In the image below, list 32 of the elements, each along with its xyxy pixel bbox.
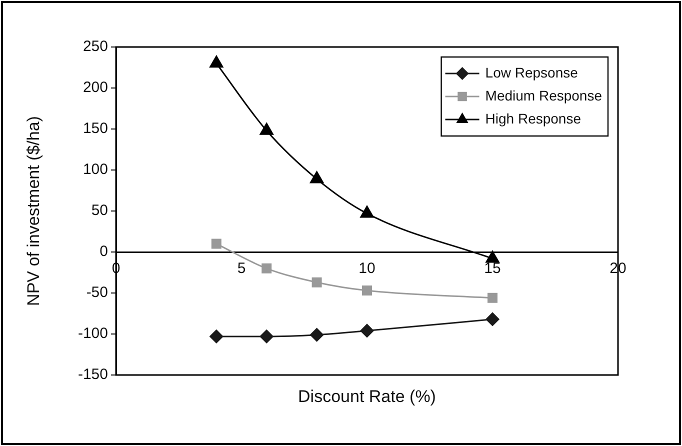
point xyxy=(260,330,274,344)
point xyxy=(486,312,500,326)
y-tick-label: -100 xyxy=(78,325,108,342)
point xyxy=(362,286,372,296)
y-tick-label: 50 xyxy=(91,202,108,220)
point xyxy=(211,238,222,249)
legend-label: High Response xyxy=(485,110,582,126)
y-tick-label: 100 xyxy=(82,161,108,178)
y-tick-label: -150 xyxy=(78,366,108,384)
point xyxy=(310,328,324,342)
point xyxy=(262,263,272,274)
point xyxy=(310,171,324,184)
y-tick-label: -50 xyxy=(86,284,108,302)
legend-label: Low Repsonse xyxy=(485,64,578,80)
point xyxy=(486,250,500,263)
legend-label: Medium Response xyxy=(485,87,602,104)
point xyxy=(260,122,274,135)
point xyxy=(210,56,224,68)
x-tick-label: 10 xyxy=(358,260,376,278)
point xyxy=(360,206,374,218)
y-tick-label: 200 xyxy=(82,79,108,96)
point xyxy=(488,292,498,303)
y-tick-label: 150 xyxy=(82,120,108,138)
point xyxy=(210,330,224,344)
y-tick-label: 250 xyxy=(82,38,108,56)
point xyxy=(312,277,322,288)
x-axis-title: Discount Rate (%) xyxy=(298,387,436,407)
x-tick-label: 15 xyxy=(484,260,501,278)
x-tick-label: 5 xyxy=(237,260,246,278)
y-tick-label: 0 xyxy=(100,243,108,260)
point xyxy=(360,324,374,338)
y-axis-title: NPV of investment ($/ha) xyxy=(24,116,43,306)
